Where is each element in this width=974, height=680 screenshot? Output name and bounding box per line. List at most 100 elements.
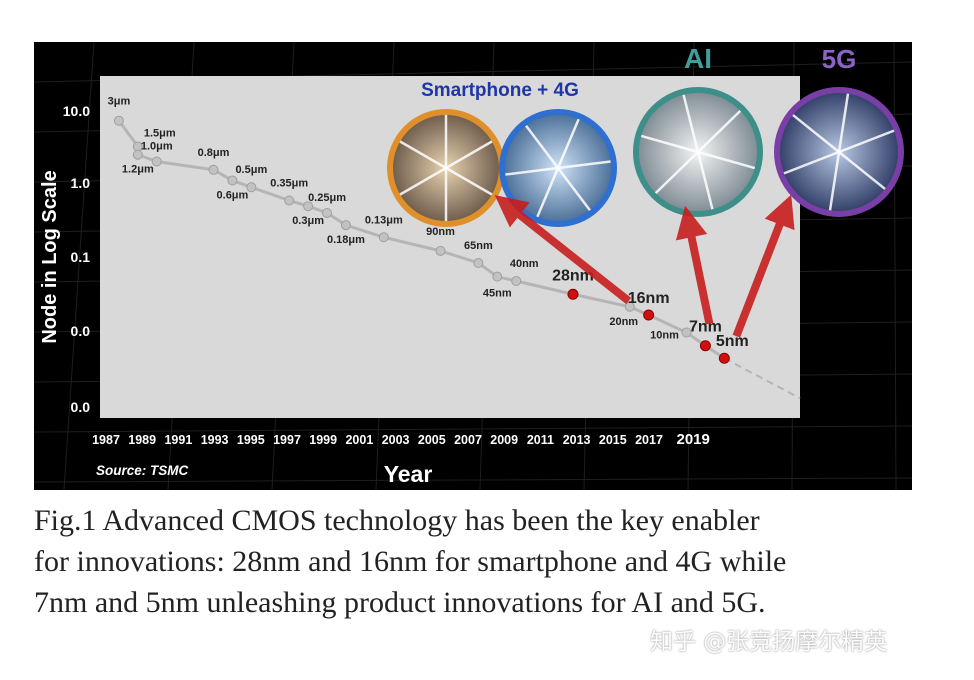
figure-caption: Fig.1 Advanced CMOS technology has been … bbox=[34, 500, 954, 623]
collage-divider bbox=[792, 114, 840, 153]
data-point-label: 0.35μm bbox=[270, 177, 308, 189]
data-point bbox=[435, 245, 446, 256]
collage-divider bbox=[783, 150, 840, 175]
data-point-label: 7nm bbox=[689, 319, 722, 336]
collage-divider bbox=[557, 160, 611, 170]
caption-line: Fig.1 Advanced CMOS technology has been … bbox=[34, 504, 760, 537]
collage-divider bbox=[838, 129, 895, 154]
data-point bbox=[151, 156, 162, 167]
collage-divider bbox=[696, 151, 714, 210]
data-point bbox=[378, 232, 389, 243]
collage-divider bbox=[697, 109, 742, 153]
collage-divider bbox=[525, 124, 559, 169]
data-point bbox=[643, 309, 655, 321]
x-tick-label: 1997 bbox=[273, 433, 301, 447]
data-point bbox=[681, 327, 692, 338]
x-tick-label: 2007 bbox=[454, 433, 482, 447]
data-point bbox=[473, 257, 484, 268]
data-point bbox=[246, 182, 257, 193]
x-tick-label: 2015 bbox=[599, 433, 627, 447]
data-point bbox=[208, 164, 219, 175]
background-grid-line bbox=[34, 477, 912, 483]
background-grid-line bbox=[893, 42, 897, 490]
y-axis-title: Node in Log Scale bbox=[39, 170, 61, 343]
y-tick-label: 0.1 bbox=[71, 249, 91, 265]
data-point-label: 3μm bbox=[108, 96, 131, 108]
collage-divider bbox=[838, 151, 886, 190]
data-point bbox=[340, 220, 351, 231]
data-point-label: 20nm bbox=[609, 316, 638, 328]
collage-divider bbox=[640, 134, 699, 154]
data-point-label: 10nm bbox=[650, 330, 679, 342]
annotation-title-5g: 5G bbox=[822, 44, 857, 74]
x-axis-title: Year bbox=[384, 461, 433, 487]
annotation-arrow bbox=[494, 195, 632, 305]
data-point bbox=[227, 175, 238, 186]
watermark: 知乎 @张竞扬摩尔精英 bbox=[650, 629, 888, 655]
background-grid-line bbox=[34, 425, 912, 433]
collage-divider bbox=[697, 150, 756, 170]
data-point-label: 5nm bbox=[716, 333, 749, 350]
data-point-label: 45nm bbox=[483, 288, 512, 300]
x-tick-label: 2003 bbox=[382, 433, 410, 447]
collage-divider bbox=[556, 118, 580, 169]
y-tick-label: 1.0 bbox=[71, 175, 91, 191]
data-point-label: 0.8μm bbox=[198, 147, 230, 159]
x-tick-label: 1991 bbox=[164, 433, 192, 447]
collage-divider bbox=[505, 166, 559, 176]
x-tick-label: 1999 bbox=[309, 433, 337, 447]
collage-divider bbox=[557, 167, 591, 212]
data-point bbox=[699, 340, 711, 352]
data-point-label: 65nm bbox=[464, 240, 493, 252]
data-point-label: 1.0μm bbox=[141, 141, 173, 153]
trend-line bbox=[117, 119, 726, 360]
background-grid-line bbox=[63, 42, 95, 490]
source-label: Source: TSMC bbox=[96, 463, 189, 478]
data-point-label: 16nm bbox=[628, 290, 670, 307]
x-tick-label: 2005 bbox=[418, 433, 446, 447]
collage-divider bbox=[828, 151, 841, 211]
annotation-title-ai: AI bbox=[684, 43, 712, 74]
node-scaling-chart: 10.0 1.0 0.1 0.0 0.0 Node in Log Scale 1987 198… bbox=[34, 42, 912, 490]
data-point-label: 90nm bbox=[426, 226, 455, 238]
data-point-label: 0.18μm bbox=[327, 234, 365, 246]
data-point bbox=[718, 352, 730, 364]
data-point bbox=[284, 195, 295, 206]
x-tick-label: 1993 bbox=[201, 433, 229, 447]
data-point-label: 0.25μm bbox=[308, 192, 346, 204]
collage-divider bbox=[536, 167, 560, 218]
x-tick-label: 1987 bbox=[92, 433, 120, 447]
x-tick-label: 2001 bbox=[345, 433, 373, 447]
data-point-label: 0.6μm bbox=[217, 189, 249, 201]
collage-divider bbox=[654, 151, 699, 195]
trend-projection-line bbox=[723, 357, 801, 400]
x-tick-label: 2013 bbox=[563, 433, 591, 447]
data-point-label: 1.5μm bbox=[144, 127, 176, 139]
data-point bbox=[303, 201, 314, 212]
data-point bbox=[624, 301, 635, 312]
collage-divider bbox=[445, 140, 493, 170]
data-point bbox=[113, 115, 124, 126]
collage-divider bbox=[445, 166, 493, 196]
annotation-arrow bbox=[732, 194, 795, 338]
data-point-label: 0.3μm bbox=[292, 215, 324, 227]
x-tick-label: 1995 bbox=[237, 433, 265, 447]
figure-panel: 10.0 1.0 0.1 0.0 0.0 Node in Log Scale 1987 198… bbox=[34, 42, 912, 490]
x-tick-label: 1989 bbox=[128, 433, 156, 447]
data-point-label: 1.2μm bbox=[122, 164, 154, 176]
data-point bbox=[567, 288, 579, 300]
caption-line: for innovations: 28nm and 16nm for smart… bbox=[34, 545, 787, 578]
x-tick-label: 2019 bbox=[677, 431, 710, 448]
data-point-label: 0.5μm bbox=[235, 164, 267, 176]
caption-line: 7nm and 5nm unleashing product innovatio… bbox=[34, 586, 766, 619]
annotation-title-smartphone-4g: Smartphone + 4G bbox=[421, 80, 579, 101]
data-point-label: 28nm bbox=[552, 267, 594, 284]
y-tick-label: 0.0 bbox=[71, 323, 91, 339]
x-tick-label: 2009 bbox=[490, 433, 518, 447]
x-tick-label: 2017 bbox=[635, 433, 663, 447]
data-point bbox=[132, 149, 143, 160]
y-tick-label: 10.0 bbox=[63, 103, 90, 119]
collage-divider bbox=[837, 93, 850, 153]
collage-divider bbox=[399, 166, 447, 196]
data-point bbox=[511, 276, 522, 287]
